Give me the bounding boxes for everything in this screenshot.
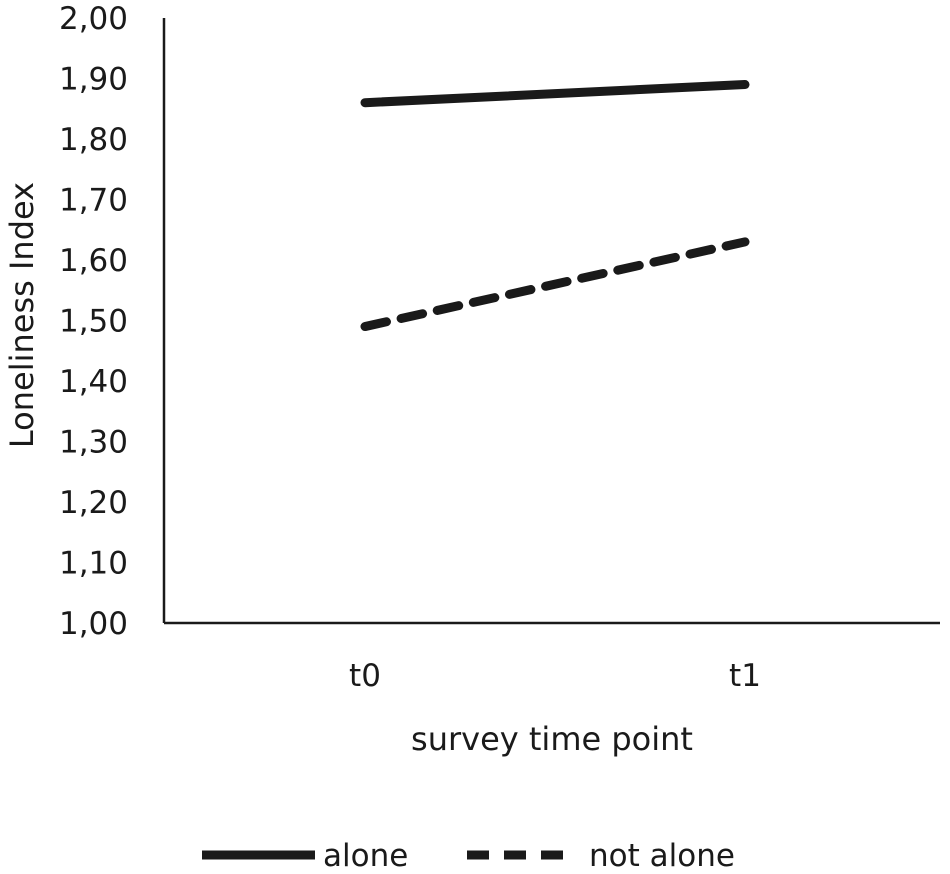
y-tick-label: 1,30 — [59, 425, 128, 461]
y-tick-label: 1,50 — [59, 304, 128, 340]
x-tick-label: t1 — [729, 658, 761, 694]
y-tick-label: 1,60 — [59, 243, 128, 279]
x-axis-title: survey time point — [411, 720, 693, 758]
y-tick-label: 1,00 — [59, 606, 128, 642]
legend-label: alone — [323, 838, 408, 874]
y-tick-label: 1,10 — [59, 546, 128, 582]
legend: alone not alone — [202, 838, 735, 874]
series-line-not-alone — [360, 237, 750, 332]
series-line-alone — [360, 80, 750, 108]
y-tick-label: 2,00 — [59, 1, 128, 37]
y-axis-title: Loneliness Index — [3, 182, 41, 448]
y-tick-label: 1,20 — [59, 485, 128, 521]
y-tick-label: 1,90 — [59, 62, 128, 98]
y-tick-label: 1,70 — [59, 183, 128, 219]
y-tick-label: 1,40 — [59, 364, 128, 400]
legend-label: not alone — [589, 838, 735, 874]
y-axis-ticks: 1,00 1,10 1,20 1,30 1,40 1,50 1,60 1,70 1,80 1,90… — [59, 1, 128, 642]
x-axis-ticks: t0 t1 — [349, 658, 761, 694]
x-tick-label: t0 — [349, 658, 381, 694]
y-tick-label: 1,80 — [59, 122, 128, 158]
series-layer — [360, 80, 750, 332]
